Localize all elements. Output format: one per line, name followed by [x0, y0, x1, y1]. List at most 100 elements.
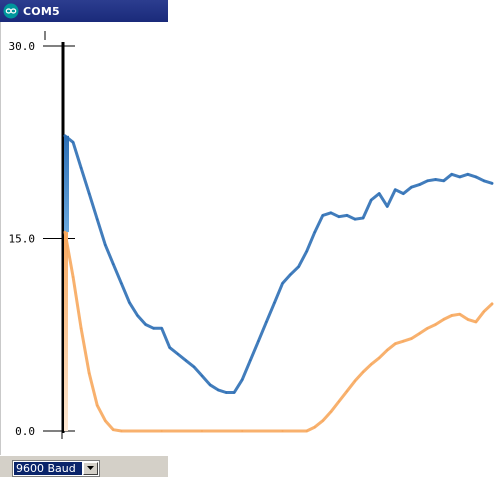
window-left-border: [0, 22, 1, 455]
baud-rate-value: 9600 Baud: [14, 462, 82, 475]
series-1-point: [482, 179, 485, 182]
series-1-point: [104, 243, 107, 246]
series-1-point: [112, 263, 115, 266]
series-2-point: [426, 327, 429, 330]
series-2-point: [305, 430, 308, 432]
serial-plotter-chart: 30.0 15.0 0.0: [9, 31, 494, 439]
series-2-point: [482, 310, 485, 313]
series-1-point: [370, 199, 373, 201]
series-2-point: [80, 327, 83, 330]
series-1-point: [209, 383, 212, 386]
series-2-point: [321, 419, 324, 422]
series-2-point: [378, 356, 381, 359]
series-2-point: [394, 342, 397, 345]
series-2-point: [354, 379, 357, 382]
series-1-point: [362, 216, 365, 219]
series-2-point: [64, 231, 66, 234]
series-1-point: [225, 391, 228, 394]
series-1-point: [136, 314, 139, 317]
series-1-point: [491, 182, 493, 185]
series-2-point: [450, 314, 453, 317]
series-2-point: [96, 404, 99, 407]
series-1-point: [120, 282, 123, 285]
series-1-point: [80, 166, 83, 169]
series-1-point: [273, 301, 276, 304]
series-1-point: [434, 178, 437, 181]
series-1-point: [200, 374, 203, 377]
series-2-point: [362, 370, 365, 373]
series-2-point: [418, 332, 421, 335]
series-1-point: [426, 179, 429, 182]
series-2-point: [120, 430, 123, 432]
window-title-bar[interactable]: COM5: [0, 0, 168, 22]
series-2-point: [241, 430, 244, 432]
series-1-point: [217, 388, 220, 391]
series-2-point: [112, 428, 115, 431]
series-1-point: [128, 301, 131, 304]
series-1-point: [305, 250, 308, 253]
series-2-point: [474, 320, 477, 323]
series-1-point: [442, 179, 445, 182]
series-1-point: [96, 218, 99, 221]
series-1-point: [321, 214, 324, 217]
series-1-point: [410, 186, 413, 189]
series-2-point: [329, 410, 332, 413]
series-1-point: [184, 359, 187, 362]
series-2-point: [313, 426, 316, 429]
series-2-point: [386, 349, 389, 352]
series-1-point: [418, 183, 421, 186]
series-2-point: [434, 323, 437, 326]
y-tick-label: 15.0: [9, 233, 36, 246]
series-1-point: [313, 231, 316, 234]
series-2-point: [402, 340, 405, 343]
status-bar: 9600 Baud: [0, 455, 168, 477]
series-2-point: [104, 419, 107, 422]
series-1-point: [88, 192, 91, 195]
series-2-point: [345, 390, 348, 393]
series-1-point: [297, 265, 300, 268]
series-2-point: [442, 318, 445, 321]
series-1-point: [241, 378, 244, 381]
series-2-point: [281, 430, 284, 432]
series-2-line: [63, 230, 494, 433]
series-1-line: [63, 134, 494, 394]
series-1-point: [402, 192, 405, 195]
series-1-point: [474, 175, 477, 178]
series-1-point: [233, 391, 236, 394]
series-2-point: [491, 302, 493, 305]
series-2-point: [337, 400, 340, 403]
y-tick-label: 0.0: [15, 425, 35, 438]
arduino-infinity-icon: [3, 3, 19, 19]
series-1-point: [72, 141, 75, 144]
series-1-point: [160, 327, 163, 330]
series-1-point: [176, 353, 179, 355]
series-1-point: [64, 134, 66, 137]
series-2-start-bar: [64, 232, 68, 431]
window-title: COM5: [23, 4, 60, 18]
series-1-point: [337, 215, 340, 218]
baud-rate-select[interactable]: 9600 Baud: [12, 460, 100, 477]
series-2-point: [466, 318, 469, 321]
series-2-point: [410, 337, 413, 340]
series-2-point: [370, 363, 373, 366]
series-1-point: [329, 211, 332, 214]
series-1-point: [378, 192, 381, 195]
baud-rate-dropdown-button[interactable]: [83, 462, 98, 475]
series-1-point: [394, 188, 397, 191]
series-1-point: [249, 359, 252, 362]
series-2-point: [458, 313, 461, 316]
series-1-point: [450, 173, 453, 176]
series-1-point: [168, 346, 171, 349]
series-1-point: [345, 214, 348, 217]
series-1-point: [386, 205, 389, 208]
series-1-point: [289, 273, 292, 276]
series-1-point: [152, 327, 155, 330]
chevron-down-icon: [87, 466, 94, 470]
series-2-point: [160, 430, 163, 432]
series-2-point: [88, 372, 91, 375]
series-1-point: [458, 175, 461, 178]
series-1-point: [192, 365, 195, 368]
series-1-start-bar: [64, 135, 69, 233]
series-1-point: [354, 218, 357, 221]
series-2-point: [200, 430, 203, 432]
